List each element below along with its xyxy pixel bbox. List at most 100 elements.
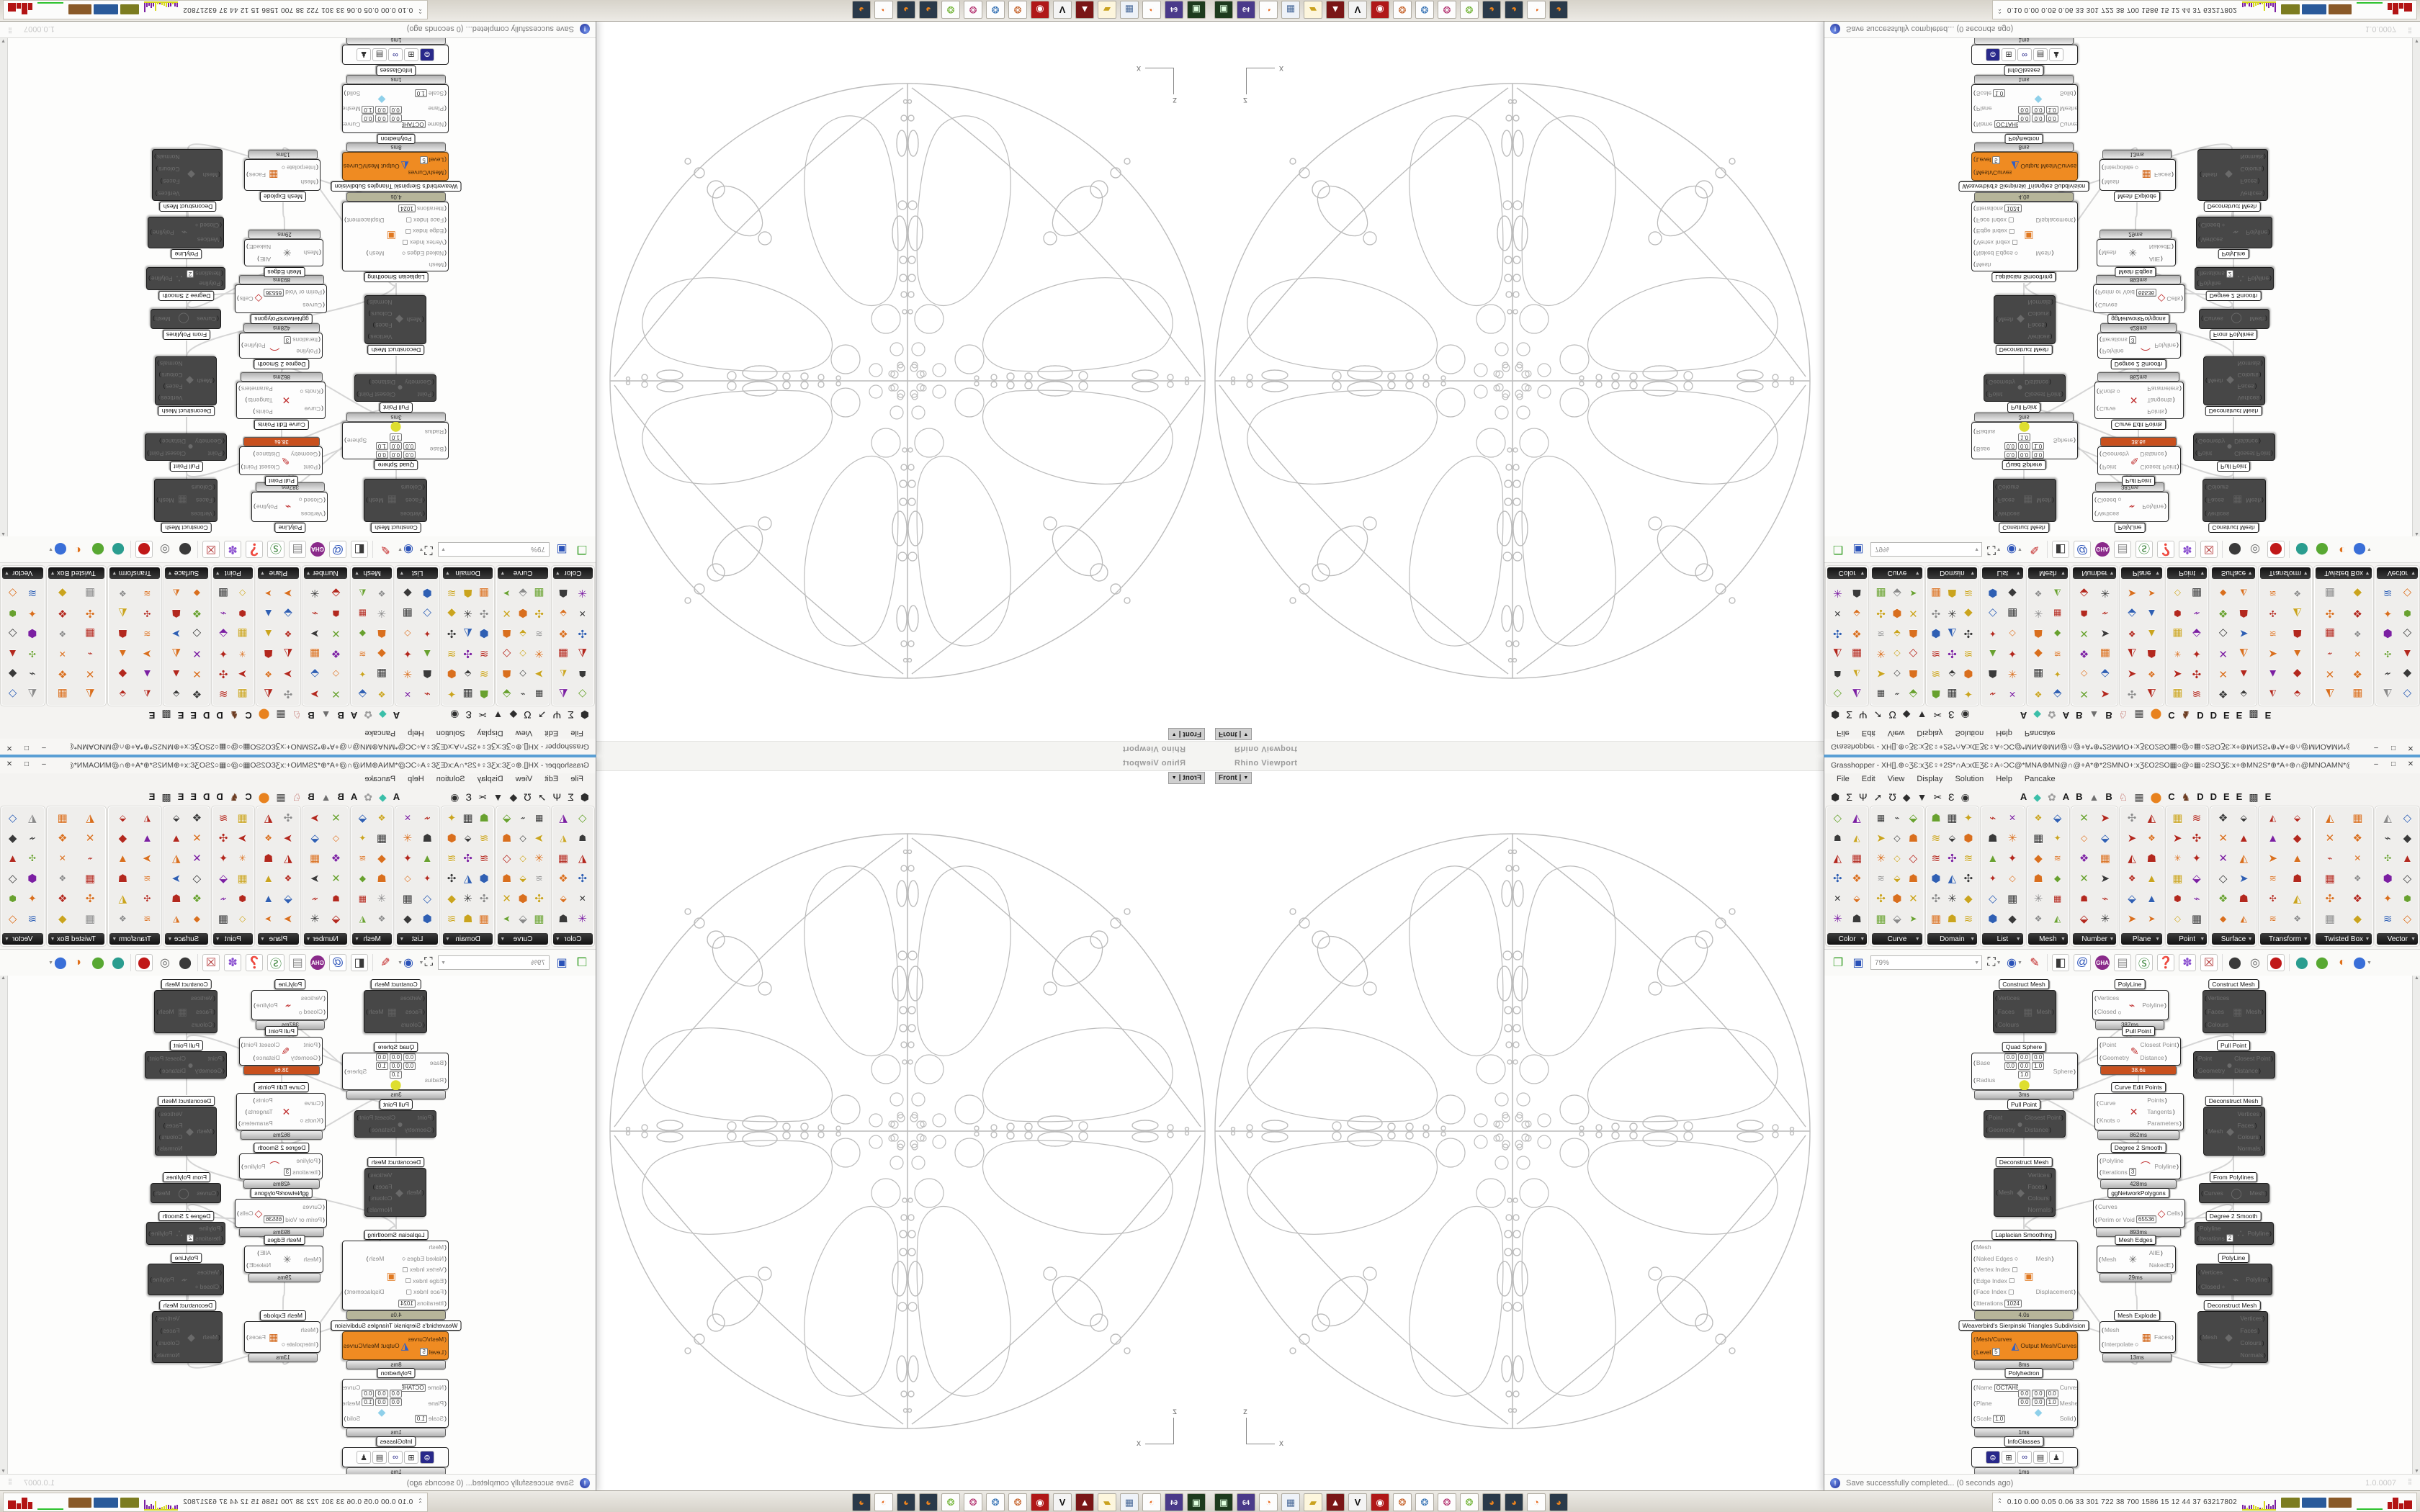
component-icon[interactable]: ◭ xyxy=(2239,852,2249,865)
component-icon[interactable]: ✳ xyxy=(1948,607,1957,620)
component-icon[interactable]: ✕ xyxy=(2079,811,2089,824)
plugin-tab-icon-teal-leaf[interactable]: ◆ xyxy=(378,709,387,721)
component-icon[interactable]: ⬢ xyxy=(2174,894,2182,904)
input-port[interactable]: Mesh xyxy=(2102,179,2120,186)
component-icon[interactable]: ❖ xyxy=(2352,832,2362,845)
menu-solution[interactable]: Solution xyxy=(1955,729,1984,737)
file-manager-app[interactable]: ▰ xyxy=(1098,1,1116,19)
node-deconstruct-mesh[interactable]: Mesh◆VerticesFacesColoursNormals xyxy=(155,356,217,405)
output-port[interactable]: Mesh xyxy=(2036,1255,2054,1263)
component-icon[interactable]: ◇ xyxy=(1909,852,1918,865)
component-icon[interactable]: ◆ xyxy=(1964,607,1973,620)
component-icon[interactable]: ❖ xyxy=(58,892,68,905)
sphere-teal-button[interactable]: ⬤ xyxy=(112,957,125,969)
plugin-tab-c-10[interactable]: C xyxy=(2168,710,2175,721)
component-icon[interactable]: ▦ xyxy=(2352,811,2363,824)
component-icon[interactable]: ◇ xyxy=(2403,688,2412,701)
chevron-down-icon[interactable]: ▼ xyxy=(167,936,173,942)
component-icon[interactable]: ☗ xyxy=(422,832,432,845)
input-port[interactable]: Name xyxy=(1973,1384,1993,1392)
input-port[interactable]: Point xyxy=(418,1114,434,1122)
help-package-button[interactable]: ❓ xyxy=(2157,954,2174,971)
component-icon[interactable]: ➤ xyxy=(264,588,272,598)
zoom-input[interactable]: 79% ▼ xyxy=(438,542,550,557)
input-port[interactable]: Geometry xyxy=(195,1067,225,1075)
input-port[interactable]: Face Index xyxy=(413,1288,447,1296)
component-icon[interactable]: ☗ xyxy=(171,892,182,905)
output-port[interactable]: Vertices xyxy=(2028,333,2053,341)
component-icon[interactable]: ✳ xyxy=(1833,587,1842,600)
chevron-down-icon[interactable]: ▼ xyxy=(418,546,424,552)
component-icon[interactable]: ➤ xyxy=(2100,688,2110,701)
component-icon[interactable]: ❖ xyxy=(2218,811,2228,824)
input-port[interactable]: Interpolate xyxy=(287,1341,318,1349)
input-port[interactable]: Edge Index xyxy=(1973,228,2007,235)
component-icon[interactable]: ▦ xyxy=(402,892,413,905)
port-toggle-icon[interactable]: ▢ xyxy=(405,228,412,235)
component-icon[interactable]: ▲ xyxy=(171,832,182,845)
component-icon[interactable]: ✳ xyxy=(463,892,472,905)
component-icon[interactable]: ⌁ xyxy=(87,649,93,659)
preview-off-button[interactable]: ⬤ xyxy=(179,957,192,969)
input-port[interactable]: Vertices xyxy=(2094,994,2119,1002)
menu-file[interactable]: File xyxy=(1837,729,1850,737)
video-player-app[interactable]: ▲ xyxy=(1326,1,1345,19)
port-toggle-icon[interactable]: ○ xyxy=(2135,1341,2139,1348)
category-label[interactable]: Number ▼ xyxy=(303,933,348,945)
output-port[interactable]: Colours xyxy=(158,1133,182,1141)
component-icon[interactable]: ➤ xyxy=(238,667,247,680)
canvas-scrollbar[interactable]: ▲ ▼ xyxy=(2412,38,2420,536)
chevron-down-icon[interactable]: ▼ xyxy=(444,936,450,942)
component-icon[interactable]: ☗ xyxy=(2238,892,2249,905)
component-icon[interactable]: ◭ xyxy=(2293,607,2302,620)
output-port[interactable]: Parameters xyxy=(2147,385,2182,392)
output-port[interactable]: Polyline xyxy=(148,1230,173,1238)
component-icon[interactable]: ≋ xyxy=(447,912,457,925)
value-box[interactable]: 65536 xyxy=(2136,288,2157,297)
component-icon[interactable]: ▲ xyxy=(2238,667,2249,680)
component-icon[interactable]: ☗ xyxy=(1908,872,1919,885)
plugin-tab-a-3[interactable]: A xyxy=(350,791,358,802)
component-icon[interactable]: ❖ xyxy=(192,811,202,824)
output-port[interactable]: Closest Point xyxy=(2025,1114,2063,1122)
category-label[interactable]: Number ▼ xyxy=(303,567,348,579)
component-icon[interactable]: ⬙ xyxy=(2192,627,2201,640)
maths-tab-icon[interactable]: Σ xyxy=(1846,709,1852,721)
params-tab-icon[interactable]: ⬢ xyxy=(580,791,589,803)
output-port[interactable]: Polyline xyxy=(2246,1276,2270,1284)
input-port[interactable]: Curves xyxy=(2095,1203,2118,1211)
component-icon[interactable]: ✦ xyxy=(1989,873,1996,883)
sets-tab-icon[interactable]: Ψ xyxy=(552,709,562,721)
component-icon[interactable]: ▦ xyxy=(218,587,229,600)
component-icon[interactable]: ▦ xyxy=(85,587,96,600)
port-toggle-icon[interactable]: ○ xyxy=(2116,388,2121,395)
node-pull-point[interactable]: PointGeometry●Closest PointDistance xyxy=(354,374,436,402)
input-port[interactable]: Iterations xyxy=(195,270,223,277)
input-port[interactable]: Mesh xyxy=(2099,1256,2117,1264)
component-icon[interactable]: ◭ xyxy=(86,811,94,824)
category-label[interactable]: Surface ▼ xyxy=(2212,567,2255,579)
component-icon[interactable]: ⬙ xyxy=(1894,629,1901,639)
intersect-tab-icon[interactable]: ✂ xyxy=(1933,791,1942,803)
component-icon[interactable]: ▦ xyxy=(462,688,473,701)
component-icon[interactable]: ✕ xyxy=(2009,689,2017,699)
paint-app-3[interactable]: ❂ xyxy=(964,1493,982,1511)
component-icon[interactable]: ❖ xyxy=(192,892,202,905)
firefox-app[interactable]: ◔ xyxy=(1259,1493,1278,1511)
output-port[interactable]: Normals xyxy=(2028,299,2054,306)
output-port[interactable]: NakedE xyxy=(246,243,271,251)
input-port[interactable]: Faces xyxy=(196,497,215,504)
node-laplacian-smoothing[interactable]: MeshNaked Edges○Vertex Index▢Edge Index▢… xyxy=(1971,1241,2078,1310)
component-icon[interactable]: ⬢ xyxy=(1963,667,1973,680)
component-icon[interactable]: ◆ xyxy=(2054,873,2061,883)
input-port[interactable]: Curve xyxy=(304,1099,323,1107)
input-port[interactable]: Curves xyxy=(2201,315,2223,323)
save-file-button[interactable]: ▣ xyxy=(556,543,568,555)
input-port[interactable]: Scale xyxy=(429,89,447,97)
component-icon[interactable]: ◇ xyxy=(8,811,17,824)
category-label[interactable]: Color ▼ xyxy=(1827,933,1868,945)
tray-expand-icon[interactable]: ⌃ ⌃ xyxy=(1997,5,2002,15)
component-icon[interactable]: ☗ xyxy=(578,669,587,679)
component-icon[interactable]: ✕ xyxy=(192,647,202,660)
dna-disable-button[interactable]: ☒ xyxy=(2200,541,2218,558)
